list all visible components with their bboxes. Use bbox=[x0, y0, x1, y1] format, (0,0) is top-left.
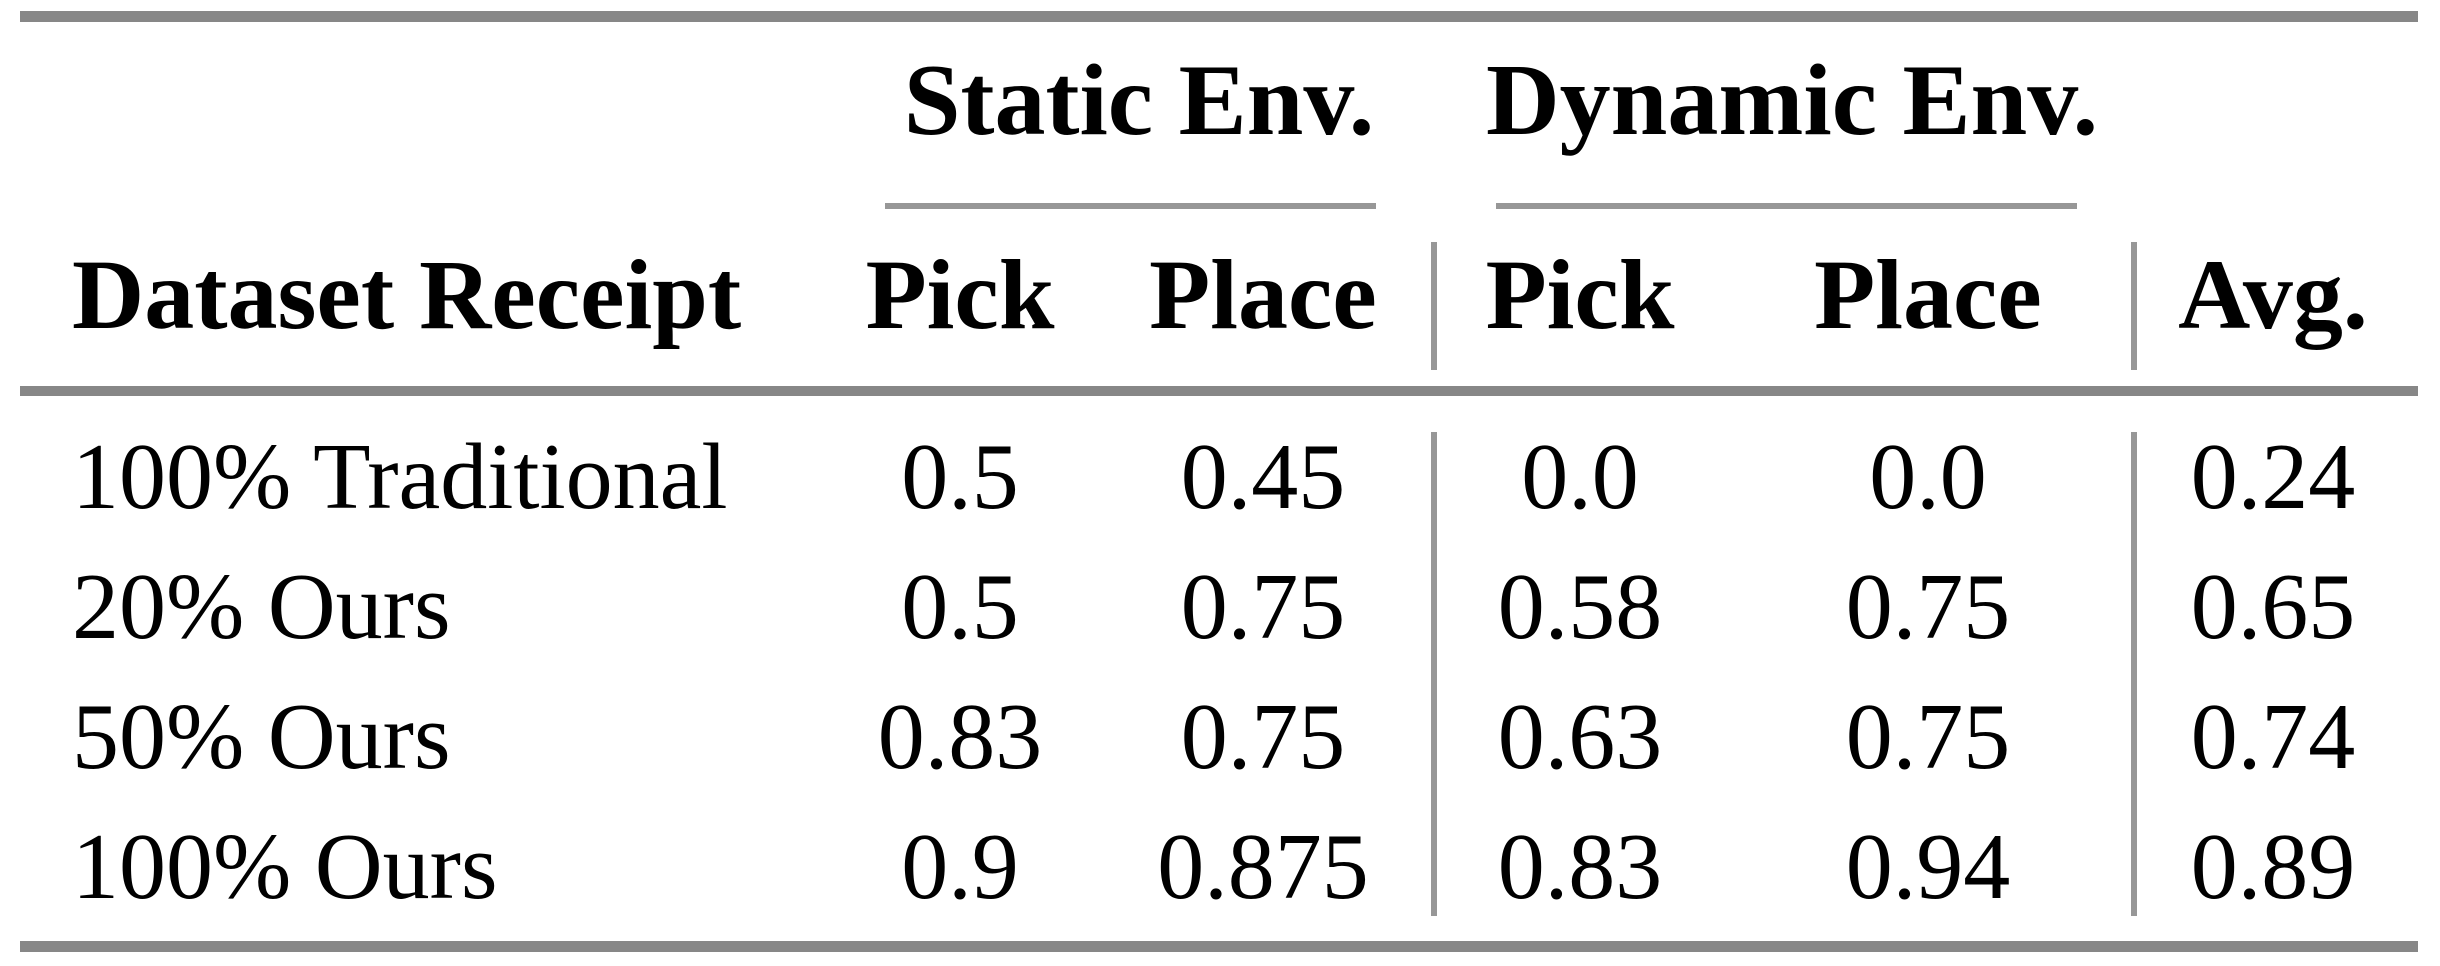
cell-avg: 0.65 bbox=[2190, 555, 2356, 659]
vertical-rule-static-dynamic-body bbox=[1431, 432, 1437, 916]
col-header-avg: Avg. bbox=[2178, 239, 2368, 350]
cmidrule-static-env bbox=[885, 203, 1376, 209]
cell-static-pick: 0.9 bbox=[901, 815, 1019, 919]
cell-static-pick: 0.83 bbox=[877, 685, 1043, 789]
row-label: 100% Ours bbox=[72, 815, 498, 919]
cell-dynamic-pick: 0.0 bbox=[1521, 425, 1639, 529]
cell-static-place: 0.75 bbox=[1180, 555, 1346, 659]
cell-static-place: 0.75 bbox=[1180, 685, 1346, 789]
row-label: 100% Traditional bbox=[72, 425, 728, 529]
bottom-rule bbox=[20, 941, 2418, 952]
cell-dynamic-pick: 0.83 bbox=[1497, 815, 1663, 919]
cell-dynamic-place: 0.75 bbox=[1845, 555, 2011, 659]
cell-dynamic-place: 0.94 bbox=[1845, 815, 2011, 919]
group-header-dynamic-env: Dynamic Env. bbox=[1486, 44, 2099, 157]
cell-dynamic-pick: 0.63 bbox=[1497, 685, 1663, 789]
col-header-dataset-receipt: Dataset Receipt bbox=[72, 239, 742, 350]
cell-static-pick: 0.5 bbox=[901, 425, 1019, 529]
cell-static-place: 0.875 bbox=[1157, 815, 1369, 919]
row-label: 50% Ours bbox=[72, 685, 451, 789]
cell-dynamic-pick: 0.58 bbox=[1497, 555, 1663, 659]
vertical-rule-avg-header bbox=[2131, 242, 2137, 370]
cell-dynamic-place: 0.0 bbox=[1869, 425, 1987, 529]
cell-static-place: 0.45 bbox=[1180, 425, 1346, 529]
cmidrule-dynamic-env bbox=[1496, 203, 2077, 209]
top-rule bbox=[20, 11, 2418, 22]
col-header-static-pick: Pick bbox=[865, 239, 1055, 350]
cell-avg: 0.24 bbox=[2190, 425, 2356, 529]
cell-avg: 0.89 bbox=[2190, 815, 2356, 919]
col-header-static-place: Place bbox=[1149, 239, 1377, 350]
header-rule bbox=[20, 386, 2418, 396]
col-header-dynamic-place: Place bbox=[1814, 239, 2042, 350]
row-label: 20% Ours bbox=[72, 555, 451, 659]
cell-dynamic-place: 0.75 bbox=[1845, 685, 2011, 789]
vertical-rule-static-dynamic-header bbox=[1431, 242, 1437, 370]
col-header-dynamic-pick: Pick bbox=[1485, 239, 1675, 350]
cell-avg: 0.74 bbox=[2190, 685, 2356, 789]
group-header-static-env: Static Env. bbox=[903, 44, 1375, 157]
cell-static-pick: 0.5 bbox=[901, 555, 1019, 659]
vertical-rule-avg-body bbox=[2131, 432, 2137, 916]
